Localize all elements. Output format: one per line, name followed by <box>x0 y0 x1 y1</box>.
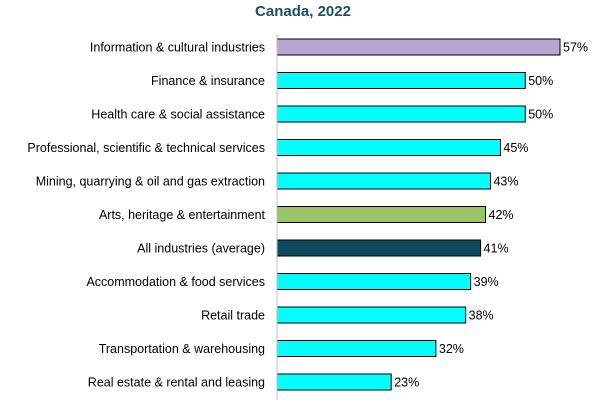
bar <box>276 139 501 156</box>
bar <box>276 273 472 290</box>
bar <box>276 105 526 123</box>
category-label: Accommodation & food services <box>86 275 265 289</box>
category-label: Mining, quarrying & oil and gas extracti… <box>36 175 265 189</box>
chart-title: Canada, 2022 <box>255 3 351 20</box>
category-label: Arts, heritage & entertainment <box>99 208 266 222</box>
value-label: 57% <box>563 41 588 55</box>
bar <box>276 206 487 223</box>
category-label: Information & cultural industries <box>90 41 265 55</box>
value-label: 43% <box>493 175 518 189</box>
value-label: 41% <box>484 242 509 256</box>
category-label: Professional, scientific & technical ser… <box>27 141 265 155</box>
bar <box>276 239 482 257</box>
bar <box>276 172 491 190</box>
value-label: 50% <box>528 108 553 122</box>
bar <box>276 373 392 391</box>
category-label: Health care & social assistance <box>91 108 265 122</box>
value-label: 32% <box>439 342 464 356</box>
category-label: Finance & insurance <box>151 74 265 88</box>
bar <box>276 38 561 56</box>
category-label: Retail trade <box>201 309 265 323</box>
bar <box>276 72 526 89</box>
value-label: 50% <box>528 74 553 88</box>
category-label: Transportation & warehousing <box>99 342 265 356</box>
category-label: Real estate & rental and leasing <box>88 376 265 390</box>
value-label: 42% <box>489 208 514 222</box>
value-label: 23% <box>394 376 419 390</box>
bar <box>276 306 467 324</box>
bar <box>276 340 437 357</box>
bars-layer: Information & cultural industries 57% Fina… <box>27 38 588 391</box>
value-label: 45% <box>503 141 528 155</box>
value-label: 38% <box>469 309 494 323</box>
category-label: All industries (average) <box>137 242 265 256</box>
value-label: 39% <box>474 275 499 289</box>
